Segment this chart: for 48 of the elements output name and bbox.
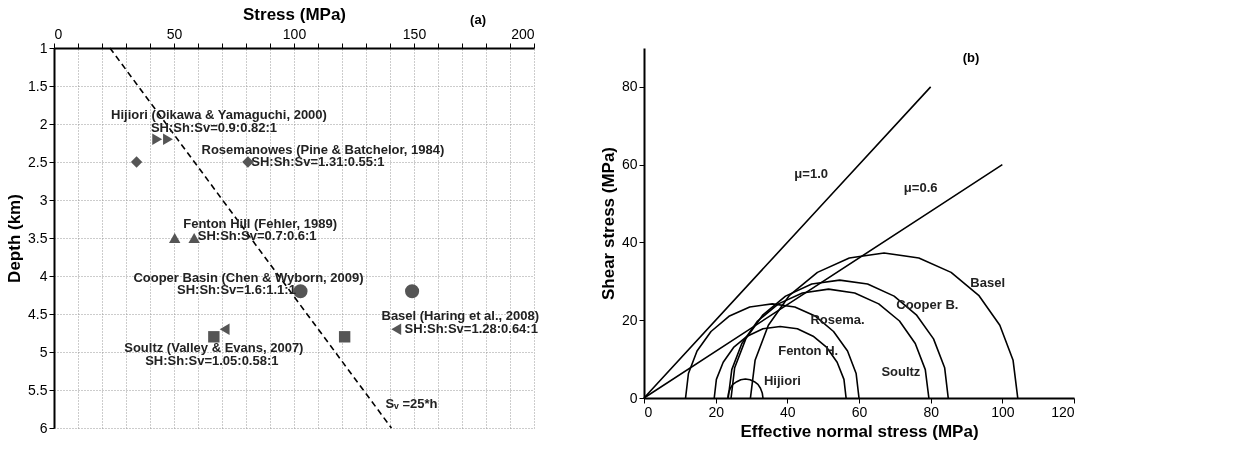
y-axis-title: Shear stress (MPa)	[598, 146, 618, 301]
x-tick-label: 50	[166, 25, 183, 42]
annotation: Rosemanowes (Pine & Batchelor, 1984)	[201, 142, 445, 157]
annotation: μ=1.0	[794, 165, 828, 181]
x-tick-label: 0	[644, 403, 653, 420]
x-tick-label: 150	[402, 25, 427, 42]
y-tick-label: 5	[39, 343, 48, 360]
y-tick-label: 0	[629, 389, 638, 406]
y-tick-label: 60	[621, 156, 638, 173]
annotation: SH:Sh:Sv=0.9:0.82:1	[150, 120, 278, 136]
x-tick-label: 60	[851, 403, 868, 420]
x-axis-title: Stress (MPa)	[243, 4, 346, 24]
annotation: Soultz (Valley & Evans, 2007)	[124, 339, 304, 355]
x-axis-title: Effective normal stress (MPa)	[740, 421, 979, 441]
x-tick-label: 200	[511, 25, 535, 42]
x-tick-label: 80	[923, 403, 940, 420]
x-tick-label: 40	[780, 403, 796, 420]
x-tick-label: 100	[991, 403, 1015, 420]
annotation: Hijiori	[763, 372, 801, 388]
x-tick-label: 100	[282, 25, 307, 42]
y-tick-label: 2	[39, 115, 48, 132]
annotation: SH:Sh:Sv=1.28:0.64:1	[404, 321, 538, 337]
x-tick-label: 0	[54, 25, 63, 42]
annotation: Basel	[970, 275, 1006, 291]
x-tick-label: 120	[1051, 403, 1075, 420]
chart-title: (b)	[962, 50, 980, 65]
y-tick-label: 6	[39, 419, 48, 436]
y-tick-label: 1	[39, 39, 48, 56]
y-tick-label: 1.5	[28, 77, 48, 94]
y-tick-label: 3	[39, 191, 48, 208]
annotation: Basel (Haring et al., 2008)	[381, 308, 539, 324]
x-tick-label: 20	[708, 403, 725, 420]
y-tick-label: 4.5	[28, 305, 48, 322]
annotation: Cooper Basin (Chen & Wyborn, 2009)	[133, 270, 364, 286]
y-tick-label: 5.5	[28, 381, 48, 398]
y-tick-label: 4	[39, 267, 48, 284]
y-axis-title: Depth (km)	[5, 194, 25, 283]
y-tick-label: 3.5	[28, 229, 48, 246]
annotation: μ=0.6	[903, 180, 938, 196]
y-tick-label: 2.5	[28, 153, 48, 170]
annotation: Soultz	[881, 364, 921, 379]
y-tick-label: 40	[621, 233, 638, 250]
chart-title: (a)	[470, 12, 486, 27]
y-tick-label: 20	[621, 311, 638, 328]
annotation: Fenton Hill (Fehler, 1989)	[183, 216, 338, 231]
annotation: Hijiori (Oikawa & Yamaguchi, 2000)	[111, 107, 327, 123]
annotation: Sᵥ =25*h	[385, 396, 438, 411]
y-tick-label: 80	[621, 78, 638, 95]
